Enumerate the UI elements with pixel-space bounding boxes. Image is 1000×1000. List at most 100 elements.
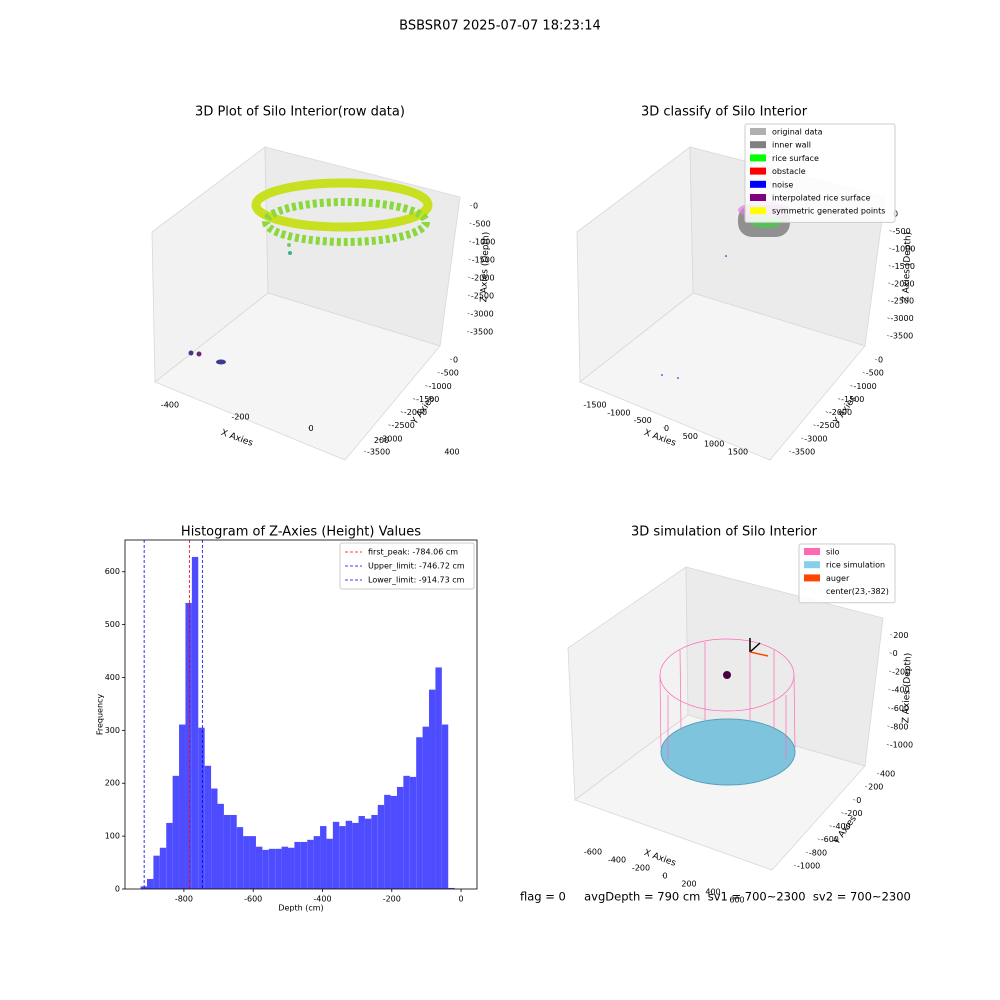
silo-edge [679,649,682,731]
y-tick-label: -200 [844,809,862,818]
y-tick-label: -1000 [853,382,876,391]
z-tick-label: -2000 [471,274,494,283]
x-tick-label: 1000 [704,440,724,449]
tick-mark [449,358,453,361]
bar [236,827,244,889]
point [196,351,202,357]
tick-mark [864,785,868,788]
tick-mark [709,890,713,893]
bar [255,846,263,889]
tick-mark [466,330,470,333]
z-tick-label: -1000 [890,741,913,750]
chart-title: 3D Plot of Silo Interior(row data) [195,105,405,120]
tick-mark [615,411,618,414]
tick-mark [829,825,832,827]
axis-label: Z Axies (Depth) [901,232,913,303]
tick-mark [378,438,381,441]
x-tick-label: -600 [584,848,602,857]
tick-mark [166,403,170,406]
y-tick-label: -3000 [379,434,402,443]
axis-label: X Axies [219,428,254,449]
y-tick-label: 100 [105,832,120,841]
x-tick-label: -800 [175,895,193,904]
bar [416,737,423,889]
z-tick-label: -500 [473,220,491,229]
axis-label: Z Axies (Depth) [479,232,491,303]
legend-label: rice simulation [826,561,885,570]
tick-mark [639,419,642,421]
bar [352,822,359,889]
bar [300,841,308,889]
bar [288,847,295,889]
y-tick-label: 500 [105,620,120,629]
bar [262,849,269,889]
chart-title: 3D simulation of Silo Interior [631,525,818,540]
bar [294,841,301,889]
bar [249,836,256,889]
plot-frame [124,539,478,890]
z-tick-label: -2500 [471,292,494,301]
bar [172,775,180,889]
tick-mark [890,633,893,636]
tick-mark [805,851,809,854]
z-tick-label: -3500 [470,328,493,337]
x-tick-label: -200 [383,895,401,904]
footer-text: flag = 0 avgDepth = 790 cm sv1 = 700~230… [520,890,911,904]
y-tick-label: -500 [441,369,459,378]
y-tick-label: 600 [105,567,120,576]
x-tick-label: -600 [244,895,262,904]
z-tick-label: -500 [893,227,911,236]
legend-swatch [750,180,766,188]
z-tick-label: -1000 [892,244,915,253]
bar [320,826,327,889]
tick-mark [887,725,890,728]
z-tick-label: -2000 [891,279,914,288]
point [288,251,292,255]
tick-mark [591,403,595,406]
y-tick-label: -1000 [797,862,820,871]
z-tick-label: -1500 [892,262,915,271]
bar [339,826,346,889]
bar [223,814,231,889]
auger-arrow [749,638,769,657]
z-tick-label: -600 [891,704,909,713]
bar [179,724,186,889]
bar [422,726,430,889]
x-axis-label: Depth (cm) [278,904,323,913]
z-tick-label: -1000 [472,238,495,247]
point-ring [251,178,433,232]
tick-mark [388,424,391,426]
y-tick-label: -3500 [792,447,815,456]
bar [358,816,365,889]
tick-mark [468,258,471,261]
tick-mark [889,652,892,654]
legend-label: Upper_limit: -746.72 cm [368,562,465,571]
tick-mark [733,898,737,901]
z-tick-label: 0 [893,209,898,218]
bar [275,848,282,889]
tick-mark [888,247,892,250]
x-tick-label: 400 [444,448,459,457]
y-tick-label: -1500 [416,395,439,404]
z-tick-label: -200 [892,667,910,676]
bar [211,788,218,889]
tick-mark [889,230,892,232]
silo-model [659,638,796,786]
y-tick-label: -2500 [392,421,415,430]
tick-mark [888,688,891,691]
legend-swatch [750,167,766,175]
bar [435,667,442,889]
bar [307,839,314,889]
x-tick-label: 0 [664,424,669,433]
tick-mark [425,385,428,387]
tick-mark [888,265,891,267]
bar [281,846,289,889]
axis-label: X Axies [642,428,677,449]
legend-swatch [750,154,766,162]
y-tick-label: -1000 [428,382,451,391]
silo-wireframe [659,638,796,760]
x-tick-label: -500 [634,416,652,425]
x-tick-label: 0 [662,872,667,881]
tick-mark [734,450,738,453]
